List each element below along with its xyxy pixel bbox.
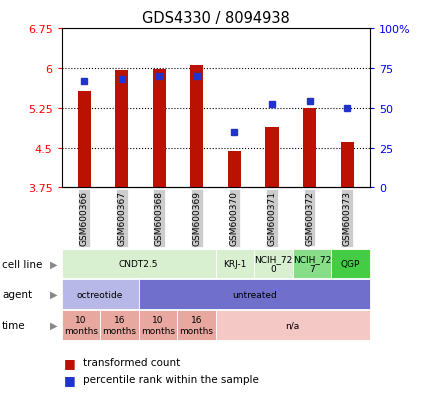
Text: agent: agent: [2, 290, 32, 299]
Text: KRJ-1: KRJ-1: [223, 259, 246, 268]
Text: ▶: ▶: [50, 320, 57, 330]
Bar: [303, 108, 316, 188]
Text: time: time: [2, 320, 26, 330]
Text: 10
months: 10 months: [141, 316, 175, 335]
Text: 16
months: 16 months: [102, 316, 136, 335]
Text: n/a: n/a: [286, 320, 300, 330]
Bar: [228, 152, 241, 188]
Text: CNDT2.5: CNDT2.5: [119, 259, 159, 268]
Text: cell line: cell line: [2, 259, 42, 269]
Text: octreotide: octreotide: [77, 290, 123, 299]
Text: transformed count: transformed count: [83, 358, 180, 368]
Text: 16
months: 16 months: [179, 316, 213, 335]
Bar: [153, 70, 166, 188]
Text: NCIH_72
0: NCIH_72 0: [254, 254, 292, 273]
Text: 10
months: 10 months: [64, 316, 98, 335]
Bar: [266, 128, 279, 188]
Bar: [340, 143, 354, 188]
Text: percentile rank within the sample: percentile rank within the sample: [83, 374, 259, 384]
Bar: [115, 71, 128, 188]
Text: ▶: ▶: [50, 290, 57, 299]
Title: GDS4330 / 8094938: GDS4330 / 8094938: [142, 12, 289, 26]
Text: ▶: ▶: [50, 259, 57, 269]
Text: ■: ■: [64, 373, 76, 386]
Bar: [190, 66, 204, 188]
Text: NCIH_72
7: NCIH_72 7: [293, 254, 331, 273]
Text: ■: ■: [64, 356, 76, 369]
Bar: [78, 91, 91, 188]
Text: untreated: untreated: [232, 290, 277, 299]
Text: QGP: QGP: [341, 259, 360, 268]
